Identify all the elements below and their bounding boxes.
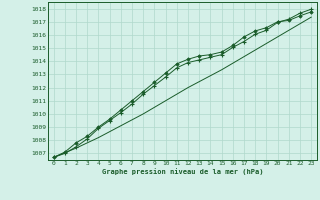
X-axis label: Graphe pression niveau de la mer (hPa): Graphe pression niveau de la mer (hPa) <box>102 168 263 175</box>
